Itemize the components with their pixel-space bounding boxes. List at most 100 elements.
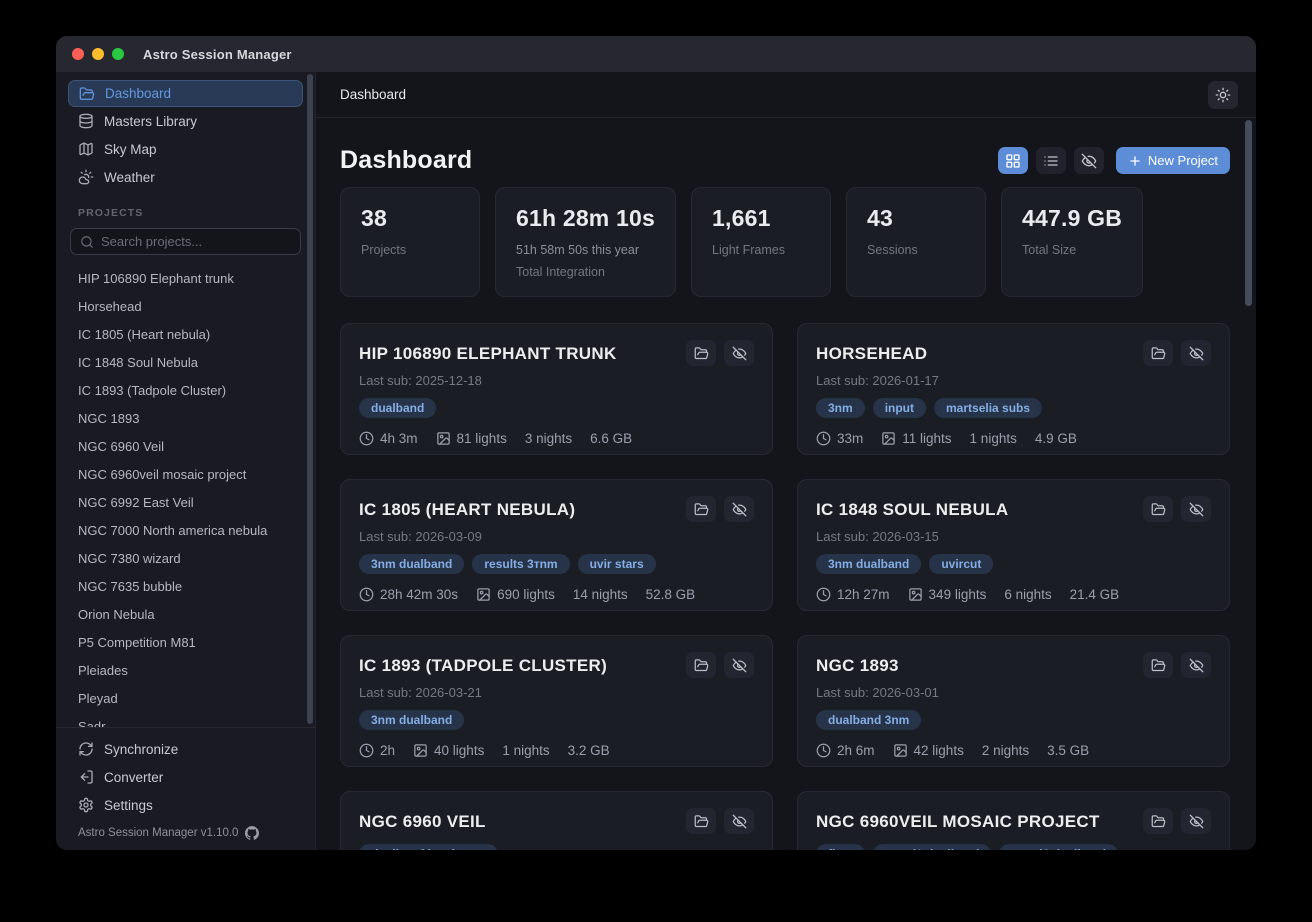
open-folder-button[interactable]	[1143, 496, 1173, 522]
list-view-button[interactable]	[1035, 147, 1066, 174]
project-tag[interactable]: dualband	[359, 398, 437, 418]
project-tag[interactable]: results 3тnm	[472, 554, 570, 574]
project-card[interactable]: HIP 106890 ELEPHANT TRUNK Last sub: 2025…	[340, 323, 773, 455]
sidebar-project-item[interactable]: NGC 7000 North america nebula	[78, 522, 268, 538]
stat-card-sessions: 43 Sessions	[846, 187, 987, 297]
sidebar-project-item[interactable]: Pleiades	[78, 662, 128, 678]
sidebar-project-item[interactable]: Orion Nebula	[78, 606, 155, 622]
project-tag[interactable]: input	[872, 398, 927, 418]
open-folder-button[interactable]	[686, 340, 716, 366]
sidebar-project-item[interactable]: NGC 6960 Veil	[78, 438, 164, 454]
sidebar-project-item[interactable]: Horsehead	[78, 298, 142, 314]
hide-project-button[interactable]	[1181, 652, 1211, 678]
plus-icon	[1128, 154, 1142, 168]
sidebar-item-converter[interactable]: Converter	[68, 763, 303, 791]
sidebar-project-item[interactable]: NGC 7380 wizard	[78, 550, 181, 566]
eye-off-icon	[732, 502, 747, 517]
project-card-title: NGC 1893	[816, 656, 899, 675]
open-folder-button[interactable]	[1143, 808, 1173, 834]
project-card-grid: HIP 106890 ELEPHANT TRUNK Last sub: 2025…	[340, 323, 1230, 850]
project-card[interactable]: IC 1893 (TADPOLE CLUSTER) Last sub: 2026…	[340, 635, 773, 767]
open-folder-button[interactable]	[686, 808, 716, 834]
sidebar-item-synchronize[interactable]: Synchronize	[68, 735, 303, 763]
hide-project-button[interactable]	[724, 340, 754, 366]
sidebar-project-item[interactable]: NGC 6992 East Veil	[78, 494, 194, 510]
image-icon	[413, 743, 428, 758]
sidebar-scroll-area: Dashboard Masters Library Sky Map Weathe…	[56, 72, 315, 727]
project-card-title: IC 1893 (TADPOLE CLUSTER)	[359, 656, 608, 675]
project-tag[interactable]: 3nm dualband	[816, 554, 922, 574]
hidden-projects-button[interactable]	[1073, 147, 1104, 174]
search-input[interactable]	[101, 234, 291, 249]
sidebar-project-item[interactable]: IC 1893 (Tadpole Cluster)	[78, 382, 227, 398]
close-window-button[interactable]	[72, 48, 84, 60]
grid-view-button[interactable]	[997, 147, 1028, 174]
sidebar-item-sky-map[interactable]: Sky Map	[68, 135, 303, 163]
hide-project-button[interactable]	[724, 652, 754, 678]
stat-sub: 51h 58m 50s this year	[516, 243, 639, 257]
sidebar-project-item[interactable]: HIP 106890 Elephant trunk	[78, 270, 234, 286]
theme-toggle-button[interactable]	[1208, 80, 1238, 109]
sidebar-project-item[interactable]: NGC 7635 bubble	[78, 578, 183, 594]
hide-project-button[interactable]	[1181, 340, 1211, 366]
project-card[interactable]: HORSEHEAD Last sub: 2026-01-17 3nm input…	[797, 323, 1230, 455]
new-project-button[interactable]: New Project	[1115, 147, 1230, 174]
hide-project-button[interactable]	[724, 496, 754, 522]
project-card[interactable]: NGC 1893 Last sub: 2026-03-01 dualband 3…	[797, 635, 1230, 767]
sidebar-item-masters-library[interactable]: Masters Library	[68, 107, 303, 135]
gear-icon	[78, 797, 94, 813]
integration-time: 4h 3m	[380, 431, 418, 446]
project-tag[interactable]: 3nm dualband	[359, 710, 465, 730]
project-size: 52.8 GB	[645, 587, 696, 602]
sidebar-item-dashboard[interactable]: Dashboard	[68, 80, 303, 107]
project-tag[interactable]: dualband lenchance	[359, 844, 499, 850]
hide-project-button[interactable]	[1181, 496, 1211, 522]
view-controls: New Project	[997, 147, 1230, 174]
sidebar-project-item[interactable]: IC 1848 Soul Nebula	[78, 354, 198, 370]
last-sub-date: Last sub: 2025-12-18	[359, 373, 482, 388]
open-folder-button[interactable]	[686, 496, 716, 522]
nights-count: 14 nights	[572, 587, 628, 602]
github-icon[interactable]	[245, 826, 259, 840]
folder-open-icon	[1151, 346, 1166, 361]
eye-off-icon	[732, 658, 747, 673]
project-tag[interactable]: martselia subs	[934, 398, 1043, 418]
sidebar-project-item[interactable]: NGC 6960veil mosaic project	[78, 466, 247, 482]
project-tag[interactable]: dualband 3nm	[816, 710, 922, 730]
project-card[interactable]: NGC 6960VEIL MOSAIC PROJECT flats panel1…	[797, 791, 1230, 850]
minimize-window-button[interactable]	[92, 48, 104, 60]
eye-off-icon	[1189, 346, 1204, 361]
folder-open-icon	[694, 502, 709, 517]
project-card[interactable]: NGC 6960 VEIL dualband lenchance	[340, 791, 773, 850]
project-tag[interactable]: uvircut	[929, 554, 994, 574]
project-tag[interactable]: uvir stars	[577, 554, 656, 574]
lights-count: 81 lights	[456, 431, 507, 446]
project-tag[interactable]: panel2 dualband	[999, 844, 1119, 850]
folder-open-icon	[1151, 502, 1166, 517]
sidebar-item-settings[interactable]: Settings	[68, 791, 303, 819]
project-tag[interactable]: flats	[816, 844, 865, 850]
sidebar-project-item[interactable]: P5 Competition M81	[78, 634, 196, 650]
sidebar-project-item[interactable]: Pleyad	[78, 690, 118, 706]
open-folder-button[interactable]	[1143, 652, 1173, 678]
hide-project-button[interactable]	[724, 808, 754, 834]
project-card[interactable]: IC 1848 SOUL NEBULA Last sub: 2026-03-15…	[797, 479, 1230, 611]
project-tag[interactable]: panel1 dualband	[872, 844, 992, 850]
hide-project-button[interactable]	[1181, 808, 1211, 834]
sun-icon	[1215, 87, 1231, 103]
sidebar-project-item[interactable]: Sadr	[78, 718, 106, 728]
open-folder-button[interactable]	[1143, 340, 1173, 366]
last-sub-date: Last sub: 2026-03-15	[816, 529, 939, 544]
sidebar-project-item[interactable]: IC 1805 (Heart nebula)	[78, 326, 211, 342]
project-card[interactable]: IC 1805 (HEART NEBULA) Last sub: 2026-03…	[340, 479, 773, 611]
project-card-title: IC 1848 SOUL NEBULA	[816, 500, 1009, 519]
main-scrollbar[interactable]	[1245, 120, 1252, 306]
folder-open-icon	[694, 346, 709, 361]
open-folder-button[interactable]	[686, 652, 716, 678]
project-tag[interactable]: 3nm	[816, 398, 865, 418]
sidebar-scrollbar[interactable]	[307, 74, 313, 724]
sidebar-project-item[interactable]: NGC 1893	[78, 410, 140, 426]
sidebar-item-weather[interactable]: Weather	[68, 163, 303, 191]
maximize-window-button[interactable]	[112, 48, 124, 60]
project-tag[interactable]: 3nm dualband	[359, 554, 465, 574]
